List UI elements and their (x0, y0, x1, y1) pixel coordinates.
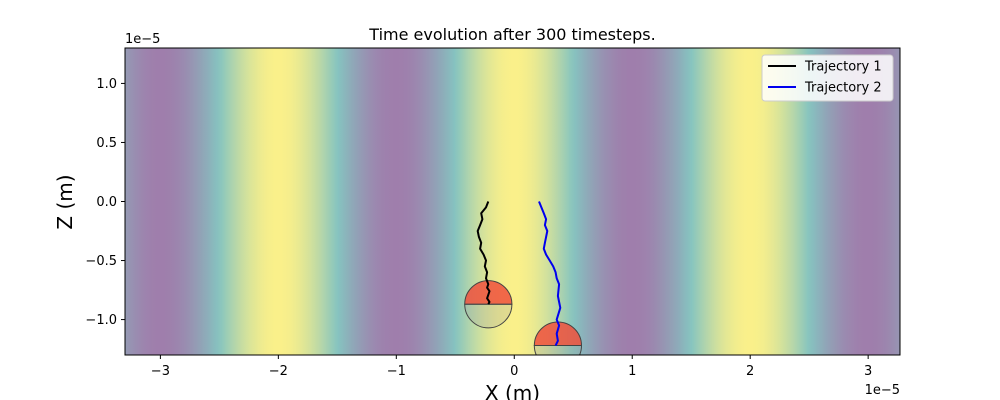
x-offset-label: 1e−5 (865, 383, 900, 398)
y-offset-label: 1e−5 (125, 32, 160, 47)
legend-label: Trajectory 2 (804, 81, 882, 96)
y-axis-label: Z (m) (53, 174, 77, 229)
legend: Trajectory 1 Trajectory 2 (761, 54, 894, 102)
legend-label: Trajectory 1 (804, 60, 882, 75)
x-tick-label: 0 (510, 364, 518, 379)
x-tick-label: −2 (269, 364, 288, 379)
x-tick-label: −1 (387, 364, 406, 379)
y-tick-label: 0.5 (96, 136, 117, 151)
x-tick-label: −3 (151, 364, 170, 379)
x-tick-label: 2 (746, 364, 754, 379)
y-tick-label: −1.0 (85, 313, 117, 328)
x-tick-label: 1 (628, 364, 636, 379)
particle-2-upper (533, 321, 583, 347)
chart-title: Time evolution after 300 timesteps. (368, 25, 655, 44)
particle-1-lower (464, 303, 513, 329)
y-tick-label: 0.0 (96, 195, 117, 210)
x-axis-label: X (m) (485, 381, 540, 400)
trajectory-2-line (538, 201, 562, 347)
particle-2-lower (533, 345, 583, 355)
y-tick-label: −0.5 (85, 254, 117, 269)
y-tick-label: 1.0 (96, 77, 117, 92)
x-tick-label: 3 (864, 364, 872, 379)
trajectory-1-line (476, 201, 491, 305)
